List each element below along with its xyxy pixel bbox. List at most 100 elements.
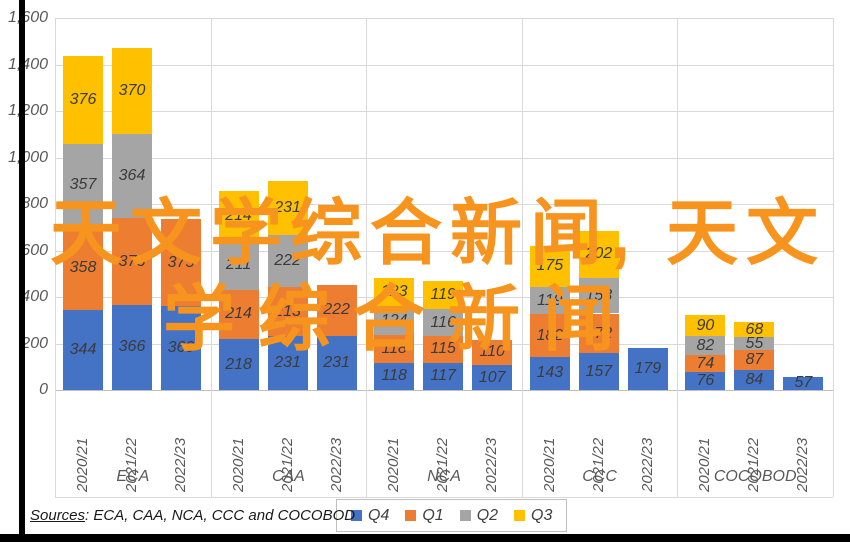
bar-segment-q1 — [112, 218, 152, 305]
legend-item-q4: Q4 — [351, 507, 389, 525]
bar-segment-q2 — [112, 133, 152, 219]
bar-segment-value: 172 — [585, 324, 613, 342]
watermark-text-line2: 学综合新闻 — [163, 280, 639, 360]
bar-segment-q4 — [423, 362, 464, 390]
bar-segment-q2 — [423, 309, 464, 337]
bar-segment-value: 179 — [634, 360, 662, 378]
bar-segment-q4 — [627, 348, 668, 390]
bar-segment-q3 — [685, 315, 726, 337]
bar-segment-value: 55 — [745, 334, 764, 352]
legend-label: Q3 — [531, 506, 553, 524]
bar-segment-q1 — [734, 350, 775, 371]
bar-segment-q1 — [374, 335, 415, 363]
bar-segment-q4 — [63, 310, 103, 390]
bar-segment-value: 87 — [745, 351, 764, 369]
sources-note: Sources: ECA, CAA, NCA, CCC and COCOBOD — [30, 507, 355, 524]
bar-segment-q2 — [529, 286, 570, 315]
sources-text: : ECA, CAA, NCA, CCC and COCOBOD — [85, 507, 356, 524]
bar-segment-q3 — [267, 181, 308, 236]
bar-segment-value: 182 — [536, 326, 564, 344]
legend-label: Q4 — [368, 506, 390, 524]
bar-segment-q1 — [529, 314, 570, 357]
y-axis-tick-label: 1,200 — [7, 102, 48, 119]
bar-segment-value: 213 — [274, 302, 301, 320]
chart-legend: Q4 Q1 Q2 Q3 — [336, 499, 568, 532]
bar-segment-value: 82 — [696, 336, 715, 354]
bar-segment-value: 118 — [381, 339, 407, 357]
bar-segment-value: 211 — [225, 256, 252, 274]
legend-item-q3: Q3 — [514, 507, 552, 525]
legend-item-q2: Q2 — [459, 506, 499, 525]
bar-segment-value: 116 — [430, 313, 456, 331]
bar-segment-value: 153 — [585, 286, 613, 304]
bar-segment-q1 — [316, 284, 357, 337]
y-gridline — [55, 250, 833, 252]
bar-segment-value: 357 — [69, 176, 97, 194]
sources-label: Sources — [30, 507, 86, 524]
label-band-bottom-rule — [55, 497, 833, 498]
x-axis-line — [55, 390, 833, 391]
bar-segment-q4 — [161, 306, 201, 390]
bar-segment-value: 119 — [537, 291, 563, 309]
bar-segment-q3 — [734, 321, 775, 338]
bar-segment-value: 218 — [225, 355, 252, 373]
y-gridline — [55, 204, 833, 205]
bar-segment-q2 — [578, 277, 619, 314]
bar-segment-value: 376 — [69, 91, 97, 109]
bar-segment-q1 — [578, 313, 619, 354]
bar-segment-value: 68 — [745, 320, 764, 338]
group-separator-line — [55, 18, 56, 497]
bar-segment-q1 — [267, 286, 308, 337]
bar-segment-value: 107 — [478, 368, 506, 386]
legend-swatch-q2 — [459, 510, 471, 521]
bar-segment-value: 373 — [118, 252, 146, 270]
group-separator-line — [522, 18, 523, 497]
bar-segment-value: 375 — [167, 253, 195, 271]
y-axis-tick-label: 400 — [21, 288, 48, 305]
legend-item-q1: Q1 — [405, 506, 444, 525]
group-label-nca: NCA — [427, 468, 461, 485]
bar-segment-value: 143 — [536, 364, 564, 382]
bar-segment-q1 — [63, 226, 103, 311]
bar-segment-q1 — [685, 355, 726, 373]
bar-segment-value: 123 — [380, 283, 408, 300]
bar-segment-value: 214 — [225, 305, 252, 323]
bar-segment-q4 — [578, 353, 619, 390]
y-axis-tick-label: 200 — [21, 334, 48, 352]
bar-segment-value: 222 — [274, 251, 301, 269]
bottom-border-rule — [0, 534, 850, 542]
bar-segment-value: 360 — [167, 339, 195, 357]
group-label-caa: CAA — [271, 468, 305, 485]
left-border-rule — [19, 0, 25, 534]
bar-segment-value: 157 — [585, 362, 613, 380]
y-axis-tick-label: 0 — [39, 381, 48, 398]
bar-segment-q2 — [685, 336, 726, 356]
bar-segment-q2 — [734, 337, 775, 351]
bar-segment-value: 76 — [696, 372, 715, 390]
group-label-ccc: CCC — [582, 468, 617, 485]
bar-segment-q4 — [267, 336, 308, 390]
bar-segment-value: 366 — [118, 338, 146, 356]
bar-segment-q4 — [374, 362, 415, 390]
bar-segment-value: 231 — [323, 354, 350, 372]
legend-label: Q1 — [422, 506, 444, 524]
watermark-text-line1: 天文学综合新闻, 天文 — [50, 194, 827, 274]
bar-segment-q2 — [374, 306, 415, 336]
bar-segment-q2 — [218, 240, 259, 290]
bar-segment-q2 — [267, 235, 308, 287]
bar-segment-value: 117 — [430, 367, 456, 385]
y-gridline — [55, 64, 833, 66]
bar-segment-value: 74 — [696, 354, 715, 372]
group-separator-line — [677, 18, 678, 497]
bar-segment-value: 222 — [323, 301, 350, 319]
bar-segment-q2 — [63, 143, 103, 227]
bar-segment-value: 90 — [696, 316, 715, 334]
legend-label: Q2 — [476, 506, 499, 524]
bar-segment-q4 — [734, 370, 775, 390]
bar-segment-q3 — [63, 56, 103, 144]
bar-segment-q3 — [112, 47, 152, 134]
bar-segment-value: 344 — [69, 341, 97, 358]
bar-segment-q1 — [161, 219, 201, 307]
bar-segment-q3 — [423, 281, 464, 310]
